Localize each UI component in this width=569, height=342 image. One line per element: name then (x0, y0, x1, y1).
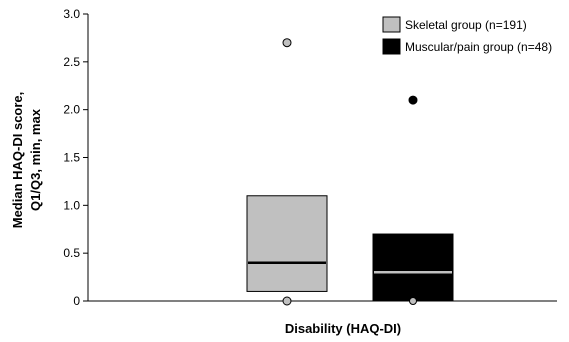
y-tick-label: 1.5 (63, 151, 80, 165)
iqr-box (372, 233, 454, 302)
box-muscular-pain (372, 95, 454, 305)
legend-label: Muscular/pain group (n=48) (405, 40, 552, 54)
y-tick-label: 3.0 (63, 7, 80, 21)
legend-label: Skeletal group (n=191) (405, 18, 527, 32)
y-axis-title-line-2: Q1/Q3, min, max (28, 108, 43, 211)
max-point (408, 95, 418, 105)
plot-area: 0 0.5 1.0 1.5 2.0 2.5 3.0 (63, 7, 557, 308)
x-axis-title: Disability (HAQ-DI) (285, 321, 401, 336)
y-tick-label: 2.0 (63, 103, 80, 117)
legend: Skeletal group (n=191) Muscular/pain grou… (382, 16, 552, 55)
legend-item: Muscular/pain group (n=48) (382, 38, 552, 55)
y-tick-label: 0 (73, 294, 80, 308)
y-tick-label: 2.5 (63, 55, 80, 69)
y-axis-title: Median HAQ-DI score, Q1/Q3, min, max (10, 92, 43, 229)
y-tick-label: 0.5 (63, 246, 80, 260)
min-point (409, 297, 417, 305)
legend-swatch (382, 38, 401, 55)
legend-item: Skeletal group (n=191) (382, 16, 527, 33)
y-axis-title-line-1: Median HAQ-DI score, (10, 92, 25, 229)
y-tick-label: 1.0 (63, 198, 80, 212)
iqr-box (246, 195, 328, 292)
box-skeletal (246, 38, 328, 306)
min-point (282, 296, 292, 306)
legend-swatch (382, 16, 401, 33)
max-point (282, 38, 292, 48)
